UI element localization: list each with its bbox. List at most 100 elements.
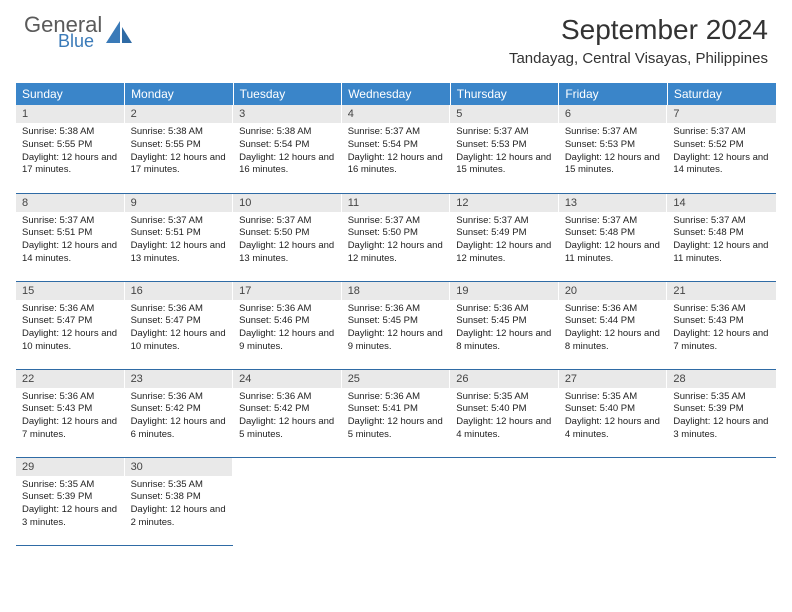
day-details: Sunrise: 5:38 AMSunset: 5:55 PMDaylight:… [16, 123, 125, 181]
calendar-cell: 14Sunrise: 5:37 AMSunset: 5:48 PMDayligh… [667, 193, 776, 281]
day-details: Sunrise: 5:35 AMSunset: 5:40 PMDaylight:… [559, 388, 668, 446]
day-number: 24 [233, 370, 342, 388]
day-details: Sunrise: 5:35 AMSunset: 5:39 PMDaylight:… [667, 388, 776, 446]
day-number: 17 [233, 282, 342, 300]
calendar-cell: 9Sunrise: 5:37 AMSunset: 5:51 PMDaylight… [125, 193, 234, 281]
day-number: 22 [16, 370, 125, 388]
calendar-cell: 19Sunrise: 5:36 AMSunset: 5:45 PMDayligh… [450, 281, 559, 369]
calendar-cell: 22Sunrise: 5:36 AMSunset: 5:43 PMDayligh… [16, 369, 125, 457]
calendar-cell: 27Sunrise: 5:35 AMSunset: 5:40 PMDayligh… [559, 369, 668, 457]
day-details: Sunrise: 5:37 AMSunset: 5:50 PMDaylight:… [342, 212, 451, 270]
calendar-row: 22Sunrise: 5:36 AMSunset: 5:43 PMDayligh… [16, 369, 776, 457]
calendar-cell [667, 457, 776, 545]
day-number: 3 [233, 105, 342, 123]
day-number: 9 [125, 194, 234, 212]
weekday-header: Wednesday [342, 83, 451, 105]
logo-word-blue: Blue [58, 32, 102, 50]
calendar-cell [233, 457, 342, 545]
calendar-row: 8Sunrise: 5:37 AMSunset: 5:51 PMDaylight… [16, 193, 776, 281]
month-title: September 2024 [509, 14, 768, 46]
calendar-cell: 15Sunrise: 5:36 AMSunset: 5:47 PMDayligh… [16, 281, 125, 369]
day-details: Sunrise: 5:37 AMSunset: 5:48 PMDaylight:… [559, 212, 668, 270]
day-number: 15 [16, 282, 125, 300]
calendar-cell: 30Sunrise: 5:35 AMSunset: 5:38 PMDayligh… [125, 457, 234, 545]
calendar-cell [450, 457, 559, 545]
day-details: Sunrise: 5:37 AMSunset: 5:48 PMDaylight:… [667, 212, 776, 270]
day-number: 13 [559, 194, 668, 212]
calendar-cell: 20Sunrise: 5:36 AMSunset: 5:44 PMDayligh… [559, 281, 668, 369]
day-details: Sunrise: 5:38 AMSunset: 5:54 PMDaylight:… [233, 123, 342, 181]
weekday-header: Sunday [16, 83, 125, 105]
calendar-row: 15Sunrise: 5:36 AMSunset: 5:47 PMDayligh… [16, 281, 776, 369]
weekday-header: Monday [125, 83, 234, 105]
day-details: Sunrise: 5:36 AMSunset: 5:47 PMDaylight:… [16, 300, 125, 358]
calendar-cell [559, 457, 668, 545]
calendar-row: 29Sunrise: 5:35 AMSunset: 5:39 PMDayligh… [16, 457, 776, 545]
calendar-row: 1Sunrise: 5:38 AMSunset: 5:55 PMDaylight… [16, 105, 776, 193]
day-number: 5 [450, 105, 559, 123]
day-details: Sunrise: 5:36 AMSunset: 5:41 PMDaylight:… [342, 388, 451, 446]
day-number: 20 [559, 282, 668, 300]
day-details: Sunrise: 5:36 AMSunset: 5:45 PMDaylight:… [450, 300, 559, 358]
weekday-header-row: SundayMondayTuesdayWednesdayThursdayFrid… [16, 83, 776, 105]
day-number: 18 [342, 282, 451, 300]
day-number: 10 [233, 194, 342, 212]
calendar-body: 1Sunrise: 5:38 AMSunset: 5:55 PMDaylight… [16, 105, 776, 545]
day-number: 25 [342, 370, 451, 388]
day-number: 26 [450, 370, 559, 388]
title-block: September 2024 Tandayag, Central Visayas… [509, 14, 768, 67]
day-details: Sunrise: 5:36 AMSunset: 5:43 PMDaylight:… [667, 300, 776, 358]
day-details: Sunrise: 5:37 AMSunset: 5:51 PMDaylight:… [16, 212, 125, 270]
day-number: 29 [16, 458, 125, 476]
calendar-cell: 28Sunrise: 5:35 AMSunset: 5:39 PMDayligh… [667, 369, 776, 457]
calendar-cell: 24Sunrise: 5:36 AMSunset: 5:42 PMDayligh… [233, 369, 342, 457]
day-number: 2 [125, 105, 234, 123]
weekday-header: Friday [559, 83, 668, 105]
day-details: Sunrise: 5:37 AMSunset: 5:50 PMDaylight:… [233, 212, 342, 270]
day-details: Sunrise: 5:35 AMSunset: 5:38 PMDaylight:… [125, 476, 234, 534]
weekday-header: Saturday [667, 83, 776, 105]
calendar-cell: 3Sunrise: 5:38 AMSunset: 5:54 PMDaylight… [233, 105, 342, 193]
logo-sail-icon [106, 21, 132, 43]
calendar-cell: 29Sunrise: 5:35 AMSunset: 5:39 PMDayligh… [16, 457, 125, 545]
day-details: Sunrise: 5:38 AMSunset: 5:55 PMDaylight:… [125, 123, 234, 181]
calendar-cell: 5Sunrise: 5:37 AMSunset: 5:53 PMDaylight… [450, 105, 559, 193]
day-details: Sunrise: 5:37 AMSunset: 5:52 PMDaylight:… [667, 123, 776, 181]
day-number: 4 [342, 105, 451, 123]
calendar-cell: 10Sunrise: 5:37 AMSunset: 5:50 PMDayligh… [233, 193, 342, 281]
day-details: Sunrise: 5:35 AMSunset: 5:39 PMDaylight:… [16, 476, 125, 534]
day-number: 23 [125, 370, 234, 388]
day-number: 28 [667, 370, 776, 388]
day-details: Sunrise: 5:36 AMSunset: 5:42 PMDaylight:… [125, 388, 234, 446]
day-number: 16 [125, 282, 234, 300]
day-number: 14 [667, 194, 776, 212]
day-details: Sunrise: 5:37 AMSunset: 5:54 PMDaylight:… [342, 123, 451, 181]
day-details: Sunrise: 5:36 AMSunset: 5:47 PMDaylight:… [125, 300, 234, 358]
day-number: 7 [667, 105, 776, 123]
day-number: 21 [667, 282, 776, 300]
calendar-cell: 8Sunrise: 5:37 AMSunset: 5:51 PMDaylight… [16, 193, 125, 281]
day-details: Sunrise: 5:36 AMSunset: 5:45 PMDaylight:… [342, 300, 451, 358]
day-details: Sunrise: 5:36 AMSunset: 5:42 PMDaylight:… [233, 388, 342, 446]
calendar-cell: 13Sunrise: 5:37 AMSunset: 5:48 PMDayligh… [559, 193, 668, 281]
calendar-cell: 16Sunrise: 5:36 AMSunset: 5:47 PMDayligh… [125, 281, 234, 369]
calendar-cell: 6Sunrise: 5:37 AMSunset: 5:53 PMDaylight… [559, 105, 668, 193]
day-number: 27 [559, 370, 668, 388]
calendar-table: SundayMondayTuesdayWednesdayThursdayFrid… [16, 83, 776, 546]
day-details: Sunrise: 5:36 AMSunset: 5:43 PMDaylight:… [16, 388, 125, 446]
day-number: 11 [342, 194, 451, 212]
weekday-header: Tuesday [233, 83, 342, 105]
day-number: 30 [125, 458, 234, 476]
calendar-cell: 18Sunrise: 5:36 AMSunset: 5:45 PMDayligh… [342, 281, 451, 369]
calendar-cell: 17Sunrise: 5:36 AMSunset: 5:46 PMDayligh… [233, 281, 342, 369]
logo: General Blue [24, 14, 132, 50]
day-number: 12 [450, 194, 559, 212]
day-details: Sunrise: 5:36 AMSunset: 5:46 PMDaylight:… [233, 300, 342, 358]
calendar-cell: 26Sunrise: 5:35 AMSunset: 5:40 PMDayligh… [450, 369, 559, 457]
day-details: Sunrise: 5:37 AMSunset: 5:49 PMDaylight:… [450, 212, 559, 270]
calendar-cell: 12Sunrise: 5:37 AMSunset: 5:49 PMDayligh… [450, 193, 559, 281]
calendar-cell: 23Sunrise: 5:36 AMSunset: 5:42 PMDayligh… [125, 369, 234, 457]
day-number: 8 [16, 194, 125, 212]
day-number: 19 [450, 282, 559, 300]
day-details: Sunrise: 5:37 AMSunset: 5:53 PMDaylight:… [559, 123, 668, 181]
